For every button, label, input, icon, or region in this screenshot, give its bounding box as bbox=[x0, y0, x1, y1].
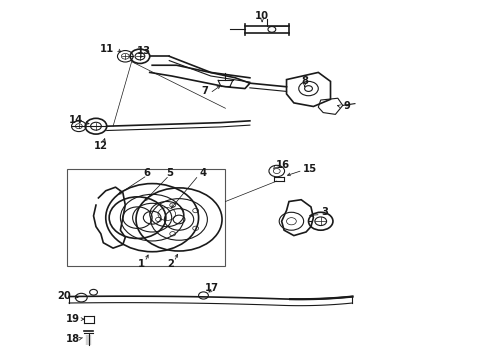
Text: 14: 14 bbox=[69, 115, 84, 125]
Text: 4: 4 bbox=[200, 168, 207, 178]
Text: 13: 13 bbox=[136, 46, 150, 56]
Text: 12: 12 bbox=[94, 141, 108, 151]
Text: 2: 2 bbox=[167, 259, 174, 269]
Text: 10: 10 bbox=[255, 11, 269, 21]
Text: 1: 1 bbox=[138, 259, 145, 269]
Text: 7: 7 bbox=[201, 86, 208, 96]
Text: 18: 18 bbox=[66, 334, 80, 344]
Text: 15: 15 bbox=[302, 164, 317, 174]
Text: 6: 6 bbox=[144, 168, 151, 178]
Text: 9: 9 bbox=[343, 101, 350, 111]
Text: 19: 19 bbox=[66, 314, 80, 324]
Text: 16: 16 bbox=[276, 160, 290, 170]
Text: 3: 3 bbox=[321, 207, 328, 217]
Text: 5: 5 bbox=[166, 168, 173, 178]
Text: 11: 11 bbox=[100, 44, 114, 54]
Text: 20: 20 bbox=[57, 291, 71, 301]
Text: 8: 8 bbox=[301, 76, 308, 86]
Text: 17: 17 bbox=[205, 283, 219, 293]
